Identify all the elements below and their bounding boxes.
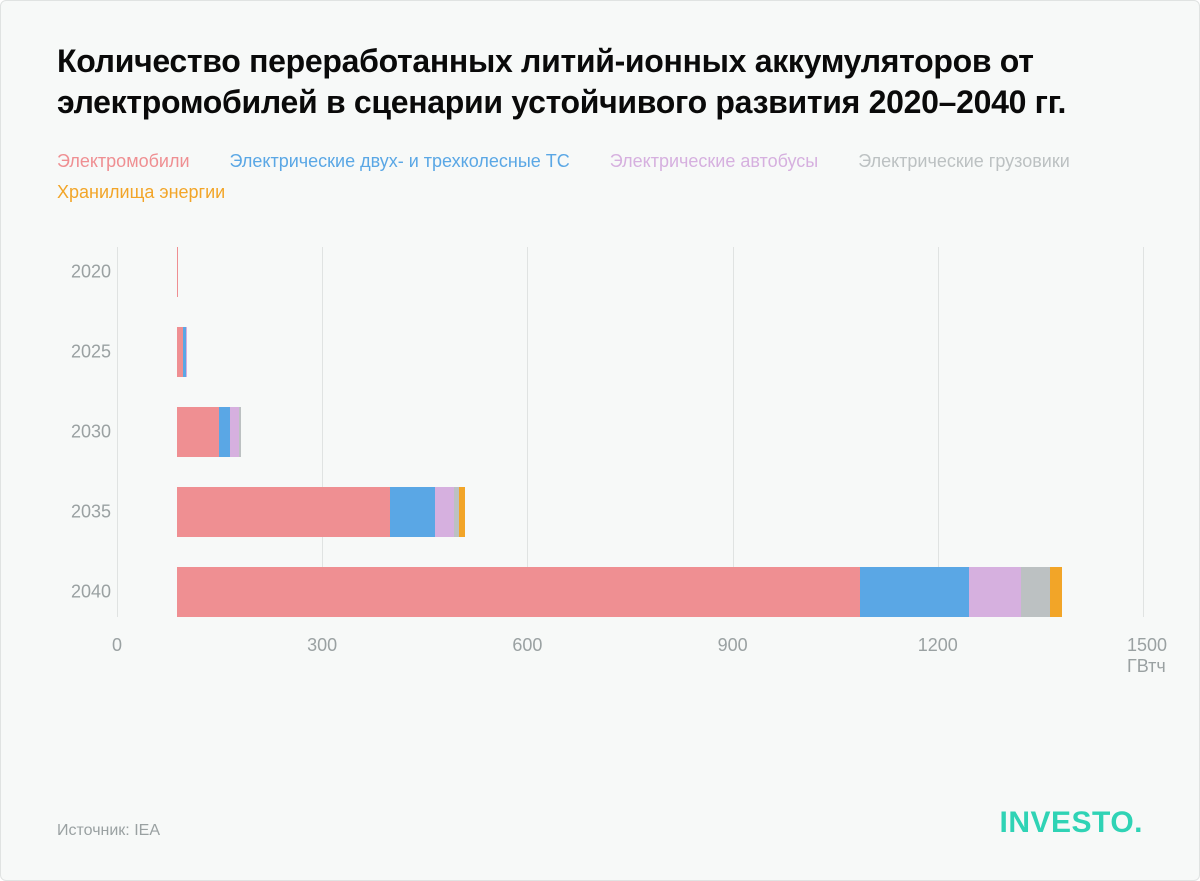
bar-row <box>177 487 1143 537</box>
bar-segment <box>186 327 187 377</box>
x-tick-label: 0 <box>112 635 122 656</box>
gridline <box>1143 247 1144 617</box>
legend-item: Электрические двух- и трехколесные ТС <box>230 151 570 172</box>
x-axis: 030060090012001500 ГВтч <box>117 617 1143 667</box>
x-tick-label: 900 <box>718 635 748 656</box>
bar-row <box>177 247 1143 297</box>
bar-segment <box>230 407 239 457</box>
x-tick-label: 600 <box>512 635 542 656</box>
chart-card: Количество переработанных литий-ионных а… <box>0 0 1200 881</box>
y-tick-label: 2040 <box>57 581 111 602</box>
y-tick-label: 2030 <box>57 421 111 442</box>
bar-row <box>177 327 1143 377</box>
x-tick-label: 300 <box>307 635 337 656</box>
bar-segment <box>860 567 969 617</box>
legend-item: Хранилища энергии <box>57 182 225 203</box>
gridline <box>117 247 118 617</box>
chart-title: Количество переработанных литий-ионных а… <box>57 41 1143 123</box>
legend-item: Электрические автобусы <box>610 151 818 172</box>
y-tick-label: 2035 <box>57 501 111 522</box>
bar-row <box>177 567 1143 617</box>
source-text: Источник: IEA <box>57 822 160 840</box>
legend-item: Электрические грузовики <box>858 151 1070 172</box>
x-tick-label: 1500 ГВтч <box>1127 635 1167 677</box>
footer: Источник: IEA INVESTO. <box>57 806 1143 840</box>
bar-segment <box>177 247 178 297</box>
bar-segment <box>177 567 860 617</box>
legend-item: Электромобили <box>57 151 190 172</box>
bar-segment <box>390 487 435 537</box>
bar-segment <box>219 407 231 457</box>
bar-segment <box>177 487 390 537</box>
bar-segment <box>459 487 465 537</box>
brand-dot: . <box>1134 806 1143 839</box>
legend: Электромобили Электрические двух- и трехк… <box>57 151 1143 203</box>
brand-name: INVESTO <box>1000 806 1135 839</box>
bar-segment <box>239 407 241 457</box>
bar-segment <box>969 567 1021 617</box>
bar-segment <box>1050 567 1063 617</box>
bar-segment <box>435 487 454 537</box>
chart-area: 030060090012001500 ГВтч 2020202520302035… <box>57 247 1143 677</box>
x-tick-label: 1200 <box>918 635 958 656</box>
plot <box>117 247 1143 617</box>
bar-segment <box>177 407 219 457</box>
y-tick-label: 2020 <box>57 261 111 282</box>
bar-row <box>177 407 1143 457</box>
bar-segment <box>1021 567 1050 617</box>
brand-logo: INVESTO. <box>1000 806 1144 840</box>
y-tick-label: 2025 <box>57 341 111 362</box>
